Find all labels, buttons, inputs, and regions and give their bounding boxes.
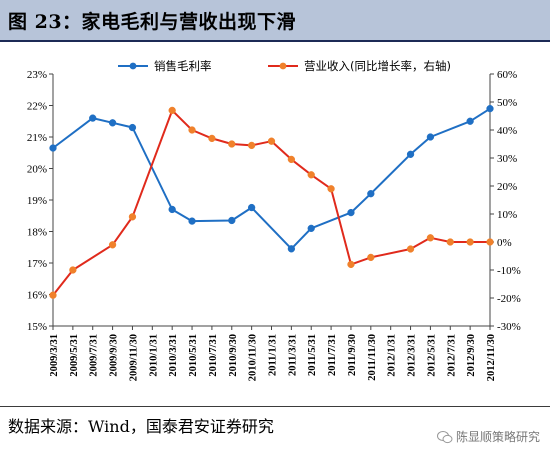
series-point-1 — [287, 245, 296, 253]
series-point-2 — [466, 238, 474, 246]
x-tick-label: 2009/5/31 — [69, 334, 80, 377]
right-tick-label: 10% — [497, 209, 517, 221]
series-point-1 — [367, 190, 375, 198]
series-point-2 — [188, 126, 196, 134]
series-point-2 — [168, 106, 176, 115]
x-tick-label: 2012/7/31 — [446, 334, 457, 377]
right-axis-ticks: -30% -20% -10% 0% 10% 20% 30% 40% 50% 60% — [490, 69, 521, 333]
left-tick-label: 18% — [27, 227, 47, 239]
x-tick-label: 2012/9/30 — [466, 334, 477, 377]
left-tick-label: 22% — [27, 101, 47, 113]
right-tick-label: -20% — [497, 293, 521, 305]
chart-legend: 销售毛利率 营业收入(同比增长率，右轴) — [118, 59, 451, 73]
x-tick-label: 2012/11/30 — [486, 334, 497, 381]
x-tick-label: 2010/1/31 — [148, 334, 159, 377]
figure-title: 图 23：家电毛利与营收出现下滑 — [8, 11, 297, 33]
wechat-icon — [436, 430, 453, 443]
x-tick-label: 2009/9/30 — [109, 334, 120, 377]
x-tick-label: 2010/3/31 — [168, 334, 179, 377]
series-point-1 — [89, 114, 97, 122]
left-tick-label: 23% — [27, 69, 47, 81]
series-point-2 — [287, 155, 296, 164]
x-tick-label: 2009/7/31 — [89, 334, 100, 377]
series-point-1 — [426, 133, 435, 141]
series-point-2 — [347, 260, 355, 269]
series-point-1 — [247, 203, 256, 212]
x-tick-label: 2009/3/31 — [49, 334, 60, 377]
series-point-2 — [307, 171, 315, 179]
series-point-1 — [108, 119, 117, 127]
left-tick-label: 15% — [27, 321, 47, 333]
chart-axes — [52, 74, 491, 327]
x-tick-label: 2010/9/30 — [228, 334, 239, 377]
series-point-1 — [486, 105, 494, 113]
series-point-2 — [69, 266, 77, 274]
series-point-2 — [208, 134, 216, 143]
series-point-2 — [426, 234, 435, 242]
watermark-text: 陈显顺策略研究 — [455, 430, 540, 444]
series-point-2 — [228, 140, 236, 148]
series-point-1 — [49, 144, 57, 152]
source-note: 数据来源：Wind，国泰君安证券研究 — [8, 417, 274, 436]
series-point-1 — [466, 117, 474, 125]
right-tick-label: 50% — [497, 97, 517, 109]
series-point-1 — [168, 205, 176, 214]
series-point-1 — [347, 208, 355, 217]
series-point-2 — [486, 238, 494, 246]
series-point-1 — [128, 123, 137, 132]
x-tick-label: 2009/11/30 — [128, 334, 139, 381]
title-band — [0, 0, 550, 40]
title-rule — [0, 40, 550, 42]
right-tick-label: 60% — [497, 69, 517, 81]
series-point-2 — [247, 141, 256, 150]
x-tick-label: 2011/11/30 — [367, 334, 378, 381]
right-tick-label: 30% — [497, 153, 517, 165]
series-line-2 — [52, 109, 490, 296]
x-axis-ticks: 2009/3/31 2009/5/31 2009/7/31 2009/9/30 2009… — [49, 326, 497, 381]
series-point-1 — [307, 224, 315, 233]
left-axis-ticks: 15% 16% 17% 18% 19% 20% 21% 22% 23% — [27, 69, 53, 333]
legend-label: 销售毛利率 — [154, 59, 212, 73]
series-point-2 — [267, 137, 276, 145]
series-point-1 — [406, 150, 415, 158]
legend-label: 营业收入(同比增长率，右轴) — [304, 59, 451, 73]
series-point-2 — [406, 245, 415, 253]
x-tick-label: 2011/9/30 — [347, 334, 358, 376]
left-tick-label: 17% — [27, 258, 47, 270]
series-point-1 — [188, 217, 196, 225]
left-tick-label: 19% — [27, 195, 47, 207]
series-point-2 — [446, 238, 454, 246]
x-tick-label: 2011/5/31 — [307, 334, 318, 376]
series-layer — [49, 105, 494, 299]
watermark: 陈显顺策略研究 — [436, 428, 540, 445]
right-tick-label: -10% — [497, 265, 521, 277]
right-tick-label: 0% — [497, 237, 512, 249]
x-tick-label: 2012/3/31 — [407, 334, 418, 377]
x-tick-label: 2011/7/31 — [327, 334, 338, 376]
x-tick-label: 2010/5/31 — [188, 334, 199, 377]
legend-swatch-marker — [279, 62, 287, 70]
x-tick-label: 2011/3/31 — [287, 334, 298, 376]
right-tick-label: 40% — [497, 125, 517, 137]
combo-line-chart: 15% 16% 17% 18% 19% 20% 21% 22% 23% -30% -20% -10%… — [27, 59, 521, 381]
right-tick-label: -30% — [497, 321, 521, 333]
series-point-2 — [327, 185, 335, 193]
legend-swatch-marker — [129, 62, 137, 70]
series-point-2 — [49, 291, 57, 299]
x-tick-label: 2012/5/31 — [426, 334, 437, 377]
series-line-1 — [52, 107, 491, 250]
x-tick-label: 2010/11/30 — [248, 334, 259, 381]
x-tick-label: 2010/7/31 — [208, 334, 219, 377]
series-point-2 — [128, 213, 137, 221]
x-tick-label: 2012/1/31 — [387, 334, 398, 377]
series-point-2 — [367, 253, 375, 262]
x-tick-label: 2011/1/31 — [268, 334, 279, 376]
source-rule — [0, 406, 550, 407]
left-tick-label: 21% — [27, 132, 47, 144]
right-tick-label: 20% — [497, 181, 517, 193]
series-point-2 — [108, 241, 117, 249]
left-tick-label: 16% — [27, 290, 47, 302]
series-point-1 — [228, 216, 236, 225]
left-tick-label: 20% — [27, 164, 47, 176]
